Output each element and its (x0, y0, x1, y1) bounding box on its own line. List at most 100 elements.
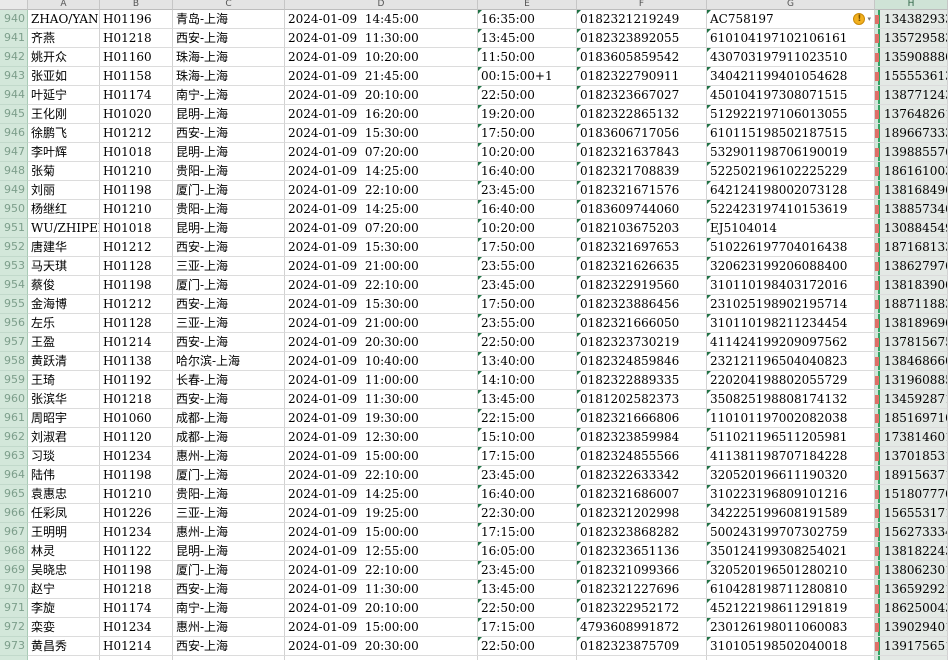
cell-flight-no[interactable]: H01234 (100, 447, 173, 466)
cell-departure-datetime[interactable]: 2024-01-09 15:00:00 (285, 523, 478, 542)
cell-booking-ref[interactable]: 0182323875709 (577, 637, 707, 656)
cell-booking-ref[interactable]: 0182321708839 (577, 162, 707, 181)
cell-departure-datetime[interactable]: 2024-01-09 14:25:00 (285, 200, 478, 219)
cell-flight-no[interactable]: H01198 (100, 181, 173, 200)
cell-passenger-name[interactable]: ZHAO/YAN (28, 10, 100, 29)
row-number[interactable]: 944 (0, 86, 28, 105)
row-number[interactable]: 943 (0, 67, 28, 86)
cell-booking-ref[interactable]: 0182322633342 (577, 466, 707, 485)
cell-departure-datetime[interactable]: 2024-01-09 10:40:00 (285, 352, 478, 371)
cell-flight-no[interactable]: H01174 (100, 86, 173, 105)
cell-id-number[interactable]: 340421199401054628 (707, 67, 875, 86)
cell-arrival-time[interactable]: 13:45:00 (478, 390, 577, 409)
cell-route[interactable]: 南宁-上海 (173, 86, 285, 105)
cell-flight-no[interactable]: H01128 (100, 257, 173, 276)
cell-passenger-name[interactable]: 王化刚 (28, 105, 100, 124)
cell-arrival-time[interactable]: 17:15:00 (478, 618, 577, 637)
cell-booking-ref[interactable]: 0182321099366 (577, 561, 707, 580)
cell-route[interactable]: 珠海-上海 (173, 48, 285, 67)
cell-booking-ref[interactable]: 0182324855566 (577, 447, 707, 466)
row-number[interactable]: 972 (0, 618, 28, 637)
cell-passenger-name[interactable]: 刘淑君 (28, 428, 100, 447)
cell-flight-no[interactable]: H01192 (100, 371, 173, 390)
cell-phone-number[interactable]: 189156371 (875, 466, 948, 485)
cell-departure-datetime[interactable]: 2024-01-09 14:25:00 (285, 485, 478, 504)
cell-route[interactable]: 三亚-上海 (173, 314, 285, 333)
column-header-g[interactable]: G (707, 0, 875, 10)
cell-booking-ref[interactable]: 0182103675203 (577, 219, 707, 238)
cell-passenger-name[interactable]: 张滨华 (28, 390, 100, 409)
cell-arrival-time[interactable]: 15:10:00 (478, 428, 577, 447)
cell-id-number[interactable]: 310110198211234454 (707, 314, 875, 333)
cell-flight-no[interactable]: H01018 (100, 219, 173, 238)
cell-arrival-time[interactable]: 10:20:00 (478, 219, 577, 238)
cell-flight-no[interactable]: H01158 (100, 67, 173, 86)
cell-passenger-name[interactable]: 林灵 (28, 542, 100, 561)
row-number[interactable]: 958 (0, 352, 28, 371)
cell-arrival-time[interactable]: 17:50:00 (478, 238, 577, 257)
cell-arrival-time[interactable]: 23:55:00 (478, 257, 577, 276)
cell-arrival-time[interactable]: 11:50:00 (478, 48, 577, 67)
cell-phone-number[interactable]: 139029401 (875, 618, 948, 637)
row-number[interactable]: 969 (0, 561, 28, 580)
chevron-down-icon[interactable]: ▾ (867, 15, 871, 23)
cell-flight-no[interactable]: H01060 (100, 409, 173, 428)
cell-phone-number[interactable]: 139175651 (875, 637, 948, 656)
cell-booking-ref[interactable] (577, 656, 707, 660)
cell-phone-number[interactable]: 155553613 (875, 67, 948, 86)
row-number[interactable]: 966 (0, 504, 28, 523)
cell-phone-number[interactable]: 138857340 (875, 200, 948, 219)
cell-departure-datetime[interactable]: 2024-01-09 20:30:00 (285, 333, 478, 352)
cell-booking-ref[interactable]: 0182323868282 (577, 523, 707, 542)
cell-flight-no[interactable]: H01218 (100, 580, 173, 599)
cell-passenger-name[interactable]: 张亚如 (28, 67, 100, 86)
cell-arrival-time[interactable]: 23:55:00 (478, 314, 577, 333)
cell-booking-ref[interactable]: 0182323651136 (577, 542, 707, 561)
column-header-e[interactable]: E (478, 0, 577, 10)
cell-departure-datetime[interactable]: 2024-01-09 20:30:00 (285, 637, 478, 656)
cell-phone-number[interactable]: 186161003 (875, 162, 948, 181)
cell-flight-no[interactable]: H01198 (100, 276, 173, 295)
row-number[interactable]: 956 (0, 314, 28, 333)
cell-passenger-name[interactable]: 蔡俊 (28, 276, 100, 295)
cell-flight-no[interactable]: H01196 (100, 10, 173, 29)
row-number[interactable]: 954 (0, 276, 28, 295)
cell-arrival-time[interactable]: 23:45:00 (478, 181, 577, 200)
cell-route[interactable]: 厦门-上海 (173, 466, 285, 485)
row-number[interactable]: 952 (0, 238, 28, 257)
cell-passenger-name[interactable]: 张菊 (28, 162, 100, 181)
cell-flight-no[interactable] (100, 656, 173, 660)
cell-flight-no[interactable]: H01226 (100, 504, 173, 523)
column-header-h[interactable]: H (875, 0, 948, 10)
cell-departure-datetime[interactable]: 2024-01-09 14:25:00 (285, 162, 478, 181)
cell-phone-number[interactable]: 134592871 (875, 390, 948, 409)
row-number[interactable]: 957 (0, 333, 28, 352)
cell-departure-datetime[interactable]: 2024-01-09 16:20:00 (285, 105, 478, 124)
cell-flight-no[interactable]: H01128 (100, 314, 173, 333)
row-number[interactable]: 960 (0, 390, 28, 409)
cell-departure-datetime[interactable]: 2024-01-09 15:00:00 (285, 618, 478, 637)
cell-passenger-name[interactable]: 王盈 (28, 333, 100, 352)
row-number[interactable]: 963 (0, 447, 28, 466)
cell-route[interactable]: 厦门-上海 (173, 276, 285, 295)
cell-booking-ref[interactable]: 0182321637843 (577, 143, 707, 162)
cell-booking-ref[interactable]: 0182324859846 (577, 352, 707, 371)
cell-passenger-name[interactable]: 周昭宇 (28, 409, 100, 428)
cell-departure-datetime[interactable]: 2024-01-09 07:20:00 (285, 219, 478, 238)
cell-departure-datetime[interactable]: 2024-01-09 11:30:00 (285, 29, 478, 48)
cell-flight-no[interactable]: H01018 (100, 143, 173, 162)
cell-booking-ref[interactable]: 0182323667027 (577, 86, 707, 105)
cell-departure-datetime[interactable]: 2024-01-09 20:10:00 (285, 599, 478, 618)
cell-departure-datetime[interactable]: 2024-01-09 12:30:00 (285, 428, 478, 447)
cell-arrival-time[interactable]: 22:15:00 (478, 409, 577, 428)
cell-flight-no[interactable]: H01120 (100, 428, 173, 447)
cell-passenger-name[interactable]: WU/ZHIPEN (28, 219, 100, 238)
cell-phone-number[interactable]: 138183900 (875, 276, 948, 295)
cell-route[interactable]: 惠州-上海 (173, 447, 285, 466)
cell-booking-ref[interactable]: 0182323892055 (577, 29, 707, 48)
cell-booking-ref[interactable]: 0182322952172 (577, 599, 707, 618)
cell-booking-ref[interactable]: 0182321626635 (577, 257, 707, 276)
column-header-c[interactable]: C (173, 0, 285, 10)
cell-departure-datetime[interactable]: 2024-01-09 11:30:00 (285, 390, 478, 409)
cell-route[interactable]: 惠州-上海 (173, 618, 285, 637)
